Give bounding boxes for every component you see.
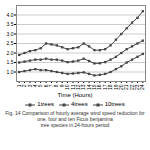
svg-text:23: 23: [134, 84, 140, 91]
svg-text:17: 17: [101, 84, 108, 91]
html-text:1trees: 1trees: [37, 101, 54, 107]
html-text:Time (Hours): Time (Hours): [57, 92, 93, 98]
svg-text:5: 5: [37, 84, 44, 88]
svg-text:20: 20: [117, 84, 124, 91]
svg-text:21: 21: [123, 84, 130, 91]
svg-text:12: 12: [74, 84, 81, 91]
svg-text:18: 18: [107, 84, 114, 91]
svg-text:10: 10: [64, 84, 71, 91]
svg-text:16: 16: [96, 84, 103, 91]
svg-text:7: 7: [48, 84, 54, 88]
svg-text:11: 11: [69, 84, 76, 90]
svg-text:3.0: 3.0: [7, 31, 14, 37]
html-text:4trees: 4trees: [71, 101, 88, 107]
svg-text:1: 1: [15, 84, 22, 88]
svg-text:1.5: 1.5: [7, 59, 14, 65]
html-text:Fig. 14 Comparison of hourly a: Fig. 14 Comparison of hourly average win…: [5, 110, 145, 128]
svg-text:1.0: 1.0: [7, 69, 14, 75]
svg-text:14: 14: [85, 84, 92, 91]
svg-text:22: 22: [128, 84, 135, 91]
svg-text:24: 24: [139, 84, 145, 90]
svg-text:13: 13: [80, 84, 87, 91]
svg-text:3.5: 3.5: [7, 21, 14, 27]
html-text:10trees: 10trees: [104, 101, 125, 107]
svg-text:6: 6: [42, 84, 49, 88]
svg-text:2.5: 2.5: [7, 40, 14, 46]
svg-text:19: 19: [112, 84, 119, 91]
svg-text:8: 8: [53, 84, 60, 88]
svg-text:4: 4: [31, 84, 38, 88]
svg-text:9: 9: [58, 84, 65, 88]
svg-text:3: 3: [26, 84, 33, 88]
svg-text:15: 15: [91, 84, 97, 91]
svg-text:2: 2: [21, 84, 28, 88]
svg-text:2.0: 2.0: [7, 50, 14, 56]
svg-text:4.0: 4.0: [7, 12, 14, 18]
